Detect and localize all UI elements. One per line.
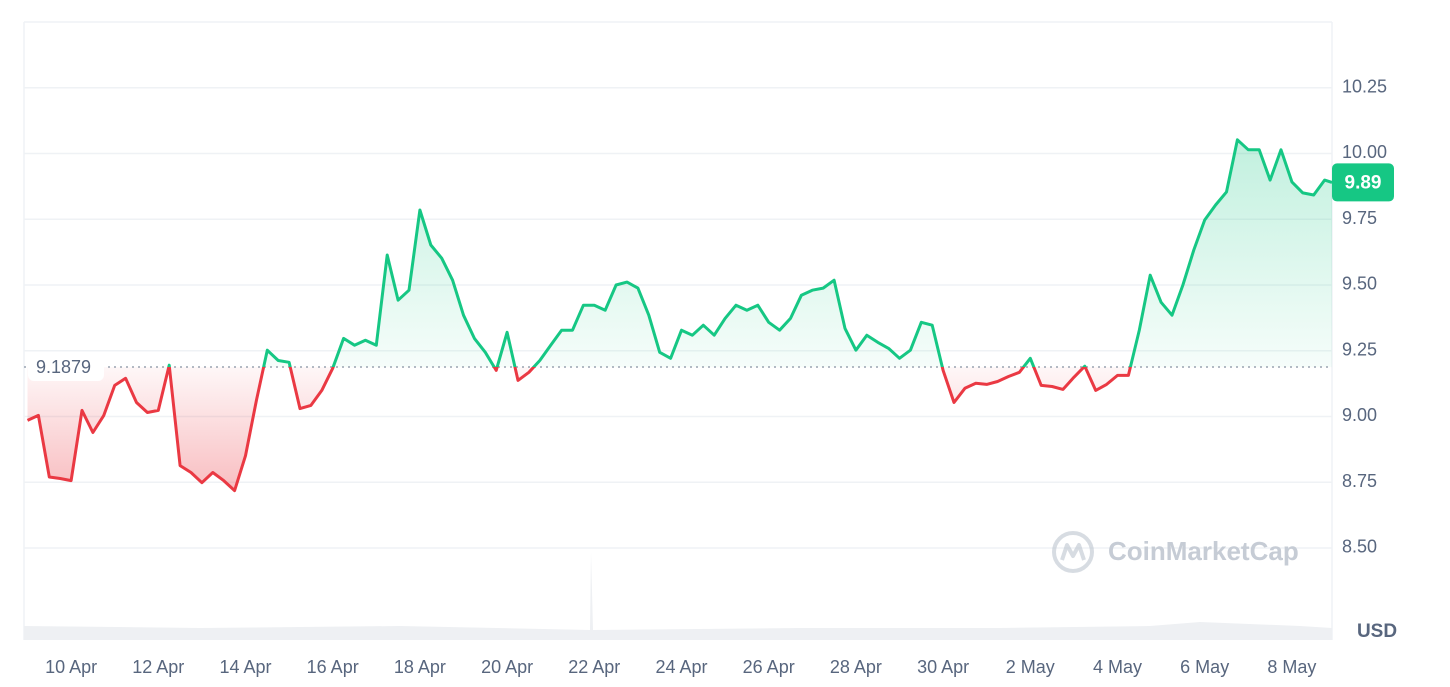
x-tick-label: 18 Apr: [394, 657, 446, 677]
y-tick-label: 10.00: [1342, 142, 1387, 162]
y-tick-label: 9.50: [1342, 274, 1377, 294]
watermark-logo: [1052, 531, 1094, 573]
x-tick-label: 8 May: [1267, 657, 1316, 677]
current-price-label: 9.89: [1345, 172, 1382, 193]
x-tick-label: 30 Apr: [917, 657, 969, 677]
x-tick-label: 4 May: [1093, 657, 1142, 677]
x-tick-label: 6 May: [1180, 657, 1229, 677]
price-line: [26, 138, 1333, 493]
x-tick-label: 2 May: [1006, 657, 1055, 677]
x-tick-label: 12 Apr: [132, 657, 184, 677]
price-area: [27, 139, 1332, 491]
x-tick-label: 20 Apr: [481, 657, 533, 677]
volume-strip: [24, 552, 1332, 640]
y-tick-label: 9.25: [1342, 339, 1377, 359]
baseline-label: 9.1879: [36, 357, 91, 377]
x-tick-label: 28 Apr: [830, 657, 882, 677]
data: 9.1879: [24, 138, 1333, 493]
x-tick-label: 22 Apr: [568, 657, 620, 677]
x-tick-label: 26 Apr: [743, 657, 795, 677]
x-tick-label: 14 Apr: [219, 657, 271, 677]
y-tick-label: 8.50: [1342, 537, 1377, 557]
x-tick-label: 16 Apr: [307, 657, 359, 677]
y-tick-label: 9.75: [1342, 208, 1377, 228]
y-tick-label: 8.75: [1342, 471, 1377, 491]
baseline-label-box: [28, 353, 104, 382]
y-unit-label: USD: [1357, 621, 1397, 642]
current-price-badge: [1332, 163, 1394, 202]
y-tick-label: 10.25: [1342, 76, 1387, 96]
y-tick-label: 9.00: [1342, 405, 1377, 425]
x-tick-label: 10 Apr: [45, 657, 97, 677]
watermark-text: CoinMarketCap: [1108, 536, 1299, 566]
x-tick-label: 24 Apr: [655, 657, 707, 677]
